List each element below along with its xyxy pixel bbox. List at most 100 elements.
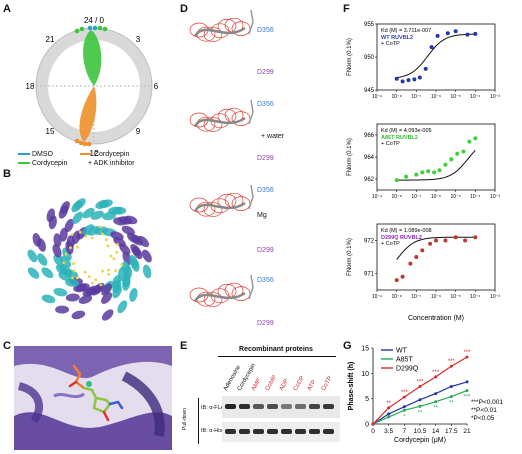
g-xlabel: Cordycepin (μM) bbox=[394, 437, 446, 444]
ligand-label: + CoTP bbox=[381, 41, 400, 47]
cordycepin-petal bbox=[83, 30, 102, 86]
flag-band-adenosine bbox=[225, 404, 236, 409]
mst-point bbox=[429, 45, 434, 50]
legend-label-wt: WT bbox=[396, 348, 408, 355]
mst-point bbox=[443, 162, 448, 167]
significance-mark: *** bbox=[401, 390, 409, 396]
pulldown-bracket bbox=[198, 398, 199, 444]
flag-band-codp bbox=[295, 404, 306, 409]
flag-band-atp bbox=[309, 404, 320, 409]
legend-dmso: DMSO bbox=[18, 150, 53, 159]
mst-xtick: 10⁻⁷ bbox=[411, 94, 421, 100]
series-point-a85t bbox=[465, 389, 469, 393]
mst-point bbox=[453, 29, 458, 34]
his-band-adenosine bbox=[225, 429, 236, 434]
series-point-a85t bbox=[387, 415, 391, 419]
western-blot-image bbox=[222, 396, 340, 442]
his-band-comp bbox=[267, 429, 278, 434]
panel-letter-d: D bbox=[180, 3, 188, 15]
significance-mark: ** bbox=[433, 406, 438, 412]
legend-cordycepin: Cordycepin bbox=[18, 159, 67, 168]
legend-cordycepin-swatch bbox=[18, 162, 30, 165]
mst-point bbox=[463, 238, 468, 243]
mst-xtick: 10⁻⁴ bbox=[470, 194, 480, 200]
blot-title-rule bbox=[218, 356, 336, 357]
panel-letter-g: G bbox=[343, 340, 352, 352]
series-point-d299q bbox=[465, 355, 469, 359]
mst-xtick: 10⁻⁸ bbox=[392, 94, 402, 100]
series-point-a85t bbox=[418, 404, 422, 408]
g-ytick: 5 bbox=[365, 396, 369, 403]
panel-letter-f: F bbox=[343, 3, 350, 15]
mst-xtick: 10⁻⁶ bbox=[431, 294, 441, 300]
mst-ylabel: FNorm (0.1%) bbox=[347, 238, 353, 276]
significance-mark: *** bbox=[463, 350, 471, 356]
d299-label: D299 bbox=[257, 320, 274, 327]
lane-label-adp: ADP bbox=[278, 378, 291, 392]
significance-mark: ** bbox=[418, 410, 423, 416]
series-point-a85t bbox=[449, 395, 453, 399]
mst-plot-2: 966 964 962 10⁻⁹ 10⁻⁸ 10⁻⁷ 10⁻⁶ 10⁻⁵ 10⁻⁴ 10⁻³ Kd … bbox=[347, 123, 500, 200]
row-label-flag: IB: α-FLAG bbox=[201, 405, 229, 411]
mst-point bbox=[412, 77, 417, 82]
series-point-wt bbox=[434, 392, 438, 396]
mst-xtick: 10⁻⁶ bbox=[431, 194, 441, 200]
series-point-wt bbox=[387, 412, 391, 416]
series-point-d299q bbox=[387, 406, 391, 410]
mst-point bbox=[434, 238, 438, 243]
mst-point bbox=[473, 235, 478, 240]
significance-legend: **P<0.01 bbox=[471, 407, 497, 414]
fit-curve bbox=[396, 150, 476, 181]
significance-mark: ** bbox=[449, 401, 454, 407]
lane-label-codp: CoDP bbox=[292, 375, 307, 392]
mst-point bbox=[428, 241, 433, 246]
hexamer-structure-image bbox=[14, 180, 172, 332]
series-point-wt bbox=[449, 385, 453, 388]
lane-label-atp: ATP bbox=[306, 379, 318, 392]
mst-ytick: 955 bbox=[364, 22, 375, 28]
panel-letter-e: E bbox=[180, 340, 188, 352]
series-point-d299q bbox=[402, 395, 406, 399]
d299-label: D299 bbox=[257, 155, 274, 162]
legend-label-d299q: D299Q bbox=[396, 366, 419, 373]
lane-label-cotp: CoTP bbox=[320, 375, 334, 392]
mst-xtick: 10⁻⁵ bbox=[451, 194, 461, 200]
g-xtick: 21 bbox=[463, 428, 471, 435]
mst-xtick: 10⁻⁷ bbox=[411, 294, 421, 300]
his-band-cordycepin bbox=[239, 429, 250, 434]
mst-xlabel: Concentration (M) bbox=[408, 315, 464, 322]
mst-point bbox=[400, 274, 405, 279]
g-xtick: 0 bbox=[371, 428, 375, 435]
series-point-d299q bbox=[449, 364, 453, 368]
g-xtick: 10.5 bbox=[414, 428, 427, 435]
blot-lane-labels: Adenosine Cordycepin AMP CoMP ADP CoDP ATP CoTP bbox=[223, 358, 344, 392]
mst-ylabel: FNorm (0.1%) bbox=[347, 38, 353, 76]
flag-band-cotp bbox=[323, 404, 334, 409]
mst-xtick: 10⁻⁷ bbox=[411, 194, 421, 200]
mst-point bbox=[432, 170, 437, 175]
series-point-wt bbox=[465, 380, 469, 384]
significance-mark: ** bbox=[386, 401, 391, 407]
clock-label-6: 6 bbox=[154, 82, 159, 91]
mst-point bbox=[437, 168, 442, 173]
mst-point bbox=[473, 136, 478, 141]
mst-ytick: 966 bbox=[364, 133, 375, 139]
mst-point bbox=[453, 235, 458, 240]
g-xtick: 3.5 bbox=[384, 428, 393, 435]
mst-point bbox=[455, 151, 460, 156]
clock-label-15: 15 bbox=[46, 127, 55, 136]
mst-point bbox=[435, 33, 440, 38]
d299-label: D299 bbox=[257, 247, 274, 254]
significance-mark: *** bbox=[448, 359, 456, 365]
mst-xtick: 10⁻⁴ bbox=[470, 294, 480, 300]
phase-shift-chart: 0 5 10 15 0 3.5 7 10.5 14 17.5 21 Cordycepin (μM) Ph… bbox=[348, 346, 503, 445]
mst-ytick: 971 bbox=[364, 272, 375, 278]
legend-adk-label: Cordycepin bbox=[93, 151, 130, 158]
g-xtick: 7 bbox=[403, 428, 407, 435]
mst-xtick: 10⁻⁵ bbox=[451, 94, 461, 100]
mst-xtick: 10⁻⁹ bbox=[372, 94, 382, 100]
flag-band-amp bbox=[253, 404, 264, 409]
panel-letter-c: C bbox=[3, 340, 11, 352]
mst-point bbox=[394, 278, 399, 283]
legend-cordycepin-label: Cordycepin bbox=[31, 160, 68, 167]
